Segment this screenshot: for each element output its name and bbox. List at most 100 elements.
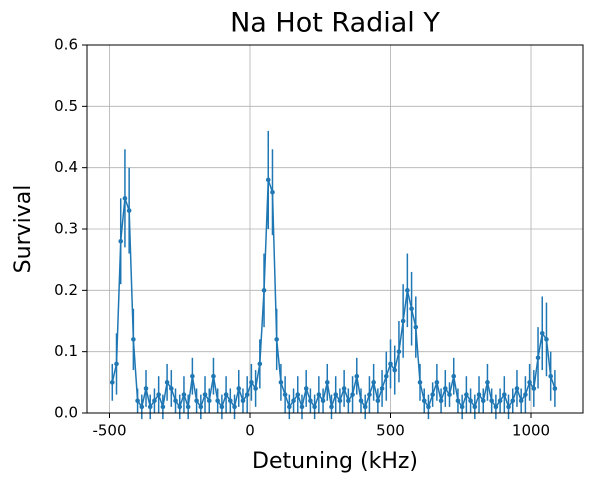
data-point <box>185 404 191 410</box>
data-point <box>303 386 309 391</box>
data-point <box>396 349 402 354</box>
data-point <box>426 404 431 410</box>
data-point <box>506 404 511 410</box>
data-point <box>324 380 330 385</box>
data-point <box>223 392 229 397</box>
y-tick-label: 0.6 <box>54 36 78 54</box>
data-point <box>468 398 473 404</box>
data-point <box>265 177 271 183</box>
data-point <box>544 337 549 342</box>
x-tick-label: 500 <box>376 422 405 440</box>
y-axis-label: Survival <box>11 185 36 274</box>
data-point <box>109 380 115 385</box>
data-point <box>405 288 410 293</box>
data-point <box>249 380 254 385</box>
data-point <box>443 386 448 391</box>
data-point <box>379 386 385 391</box>
data-point <box>206 398 212 404</box>
data-point <box>409 306 414 312</box>
data-point <box>489 398 494 404</box>
data-point <box>548 373 553 379</box>
data-point <box>362 404 368 410</box>
data-point <box>211 373 216 379</box>
data-point <box>270 189 275 195</box>
data-point <box>126 208 132 213</box>
data-point <box>181 392 187 397</box>
data-point <box>413 324 419 330</box>
data-point <box>287 404 292 410</box>
x-tick-label: 1000 <box>512 422 550 440</box>
data-point <box>400 318 406 324</box>
data-point <box>177 404 183 410</box>
data-point <box>194 398 199 404</box>
series-line <box>111 179 556 410</box>
data-point <box>282 392 288 397</box>
data-point <box>383 373 389 379</box>
data-point <box>497 398 503 404</box>
data-point <box>350 392 355 397</box>
data-point <box>257 361 263 367</box>
data-point <box>485 380 490 385</box>
data-point <box>215 398 220 404</box>
data-point <box>261 288 267 293</box>
data-point <box>329 404 334 410</box>
data-point <box>299 404 305 410</box>
data-point <box>552 386 558 391</box>
data-point <box>430 392 435 397</box>
data-point <box>135 398 140 404</box>
data-point <box>164 380 170 385</box>
data-point <box>114 361 119 367</box>
data-point <box>375 398 381 404</box>
data-point <box>438 398 444 404</box>
data-point <box>190 373 195 379</box>
data-point <box>333 392 339 397</box>
data-point <box>518 398 524 404</box>
data-point <box>156 392 161 397</box>
data-point <box>198 404 204 410</box>
data-point <box>152 398 157 404</box>
x-axis-label: Detuning (kHz) <box>252 449 418 474</box>
data-point <box>502 392 507 397</box>
data-point <box>354 373 360 379</box>
data-point <box>228 398 233 404</box>
x-tick-label: -500 <box>92 422 126 440</box>
chart-title: Na Hot Radial Y <box>230 8 440 39</box>
x-tick-label: 0 <box>245 422 255 440</box>
data-point <box>169 386 174 391</box>
data-point <box>291 398 296 404</box>
data-point <box>388 361 393 367</box>
y-tick-label: 0.1 <box>54 342 78 360</box>
data-point <box>371 380 376 385</box>
data-point <box>202 392 208 397</box>
y-tick-label: 0.4 <box>54 158 78 176</box>
plot-frame <box>86 44 584 414</box>
data-point <box>253 386 258 391</box>
data-point <box>421 398 427 404</box>
data-point <box>459 404 465 410</box>
data-point <box>527 380 532 385</box>
data-point <box>480 398 486 404</box>
data-point <box>539 330 545 336</box>
data-point <box>392 367 398 373</box>
data-point <box>447 392 452 397</box>
data-point <box>451 373 457 379</box>
data-point <box>493 404 499 410</box>
data-point <box>514 386 520 391</box>
data-point <box>320 398 326 404</box>
data-point <box>118 238 124 244</box>
data-point <box>122 196 128 201</box>
data-point <box>358 398 364 404</box>
data-point <box>337 398 343 404</box>
data-point <box>143 386 149 391</box>
data-point <box>278 380 284 385</box>
data-point <box>236 386 242 391</box>
data-point <box>295 392 301 397</box>
data-point <box>312 404 317 410</box>
data-point <box>147 404 153 410</box>
data-point <box>244 392 250 397</box>
data-point <box>346 398 351 404</box>
data-point <box>531 386 537 391</box>
data-point <box>472 404 478 410</box>
data-point <box>535 355 541 361</box>
